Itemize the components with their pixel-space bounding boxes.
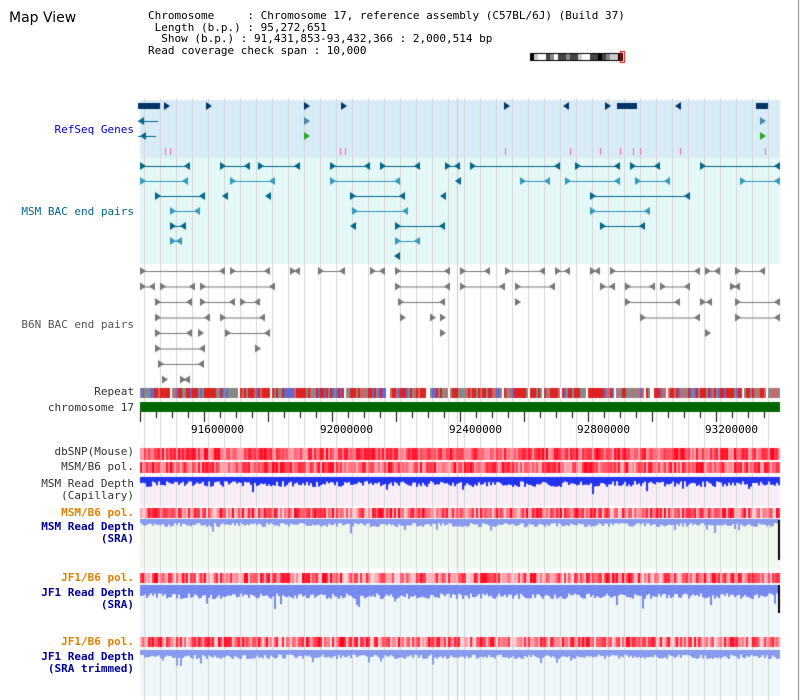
track-label-jf1-depth-trimmed-sub: (SRA trimmed)	[47, 662, 134, 675]
info-coverage-span: Read coverage check span : 10,000	[148, 43, 367, 57]
track-label-jf1-pol[interactable]: JF1/B6 pol.	[61, 571, 134, 584]
info-length: Length (b.p.) : 95,272,651	[148, 20, 327, 34]
track-label-jf1-depth-sra-sub: (SRA)	[100, 598, 134, 611]
track-label-jf1-depth-trimmed[interactable]: JF1 Read Depth	[41, 650, 134, 663]
track-label-msm-depth-sra-sub: (SRA)	[100, 532, 134, 545]
ruler-tick-label: 91600000	[191, 423, 244, 436]
info-show: Show (b.p.) : 91,431,853-93,432,366 : 2,…	[148, 32, 493, 45]
track-label-jf1-depth-sra[interactable]: JF1 Read Depth	[41, 586, 134, 599]
track-label-refseq[interactable]: RefSeq Genes	[54, 123, 134, 136]
track-label-msm-pol-2[interactable]: MSM/B6 pol.	[61, 506, 134, 519]
track-label-dbsnp[interactable]: dbSNP(Mouse)	[54, 445, 134, 458]
track-label-msm-depth-capillary[interactable]: MSM Read Depth	[41, 477, 134, 490]
page-title: Map View	[9, 10, 77, 26]
ruler-tick-label: 92800000	[577, 423, 630, 436]
ruler-tick-label: 92000000	[320, 423, 373, 436]
track-label-repeat[interactable]: Repeat	[94, 385, 134, 398]
track-label-msm-depth-capillary-sub: (Capillary)	[61, 489, 134, 502]
track-label-msm-depth-sra[interactable]: MSM Read Depth	[41, 520, 134, 533]
track-label-b6n-bac[interactable]: B6N BAC end pairs	[21, 318, 134, 331]
ruler-tick-label: 92400000	[449, 423, 502, 436]
chromosome-info: Chromosome : Chromosome 17, reference as…	[148, 10, 625, 56]
track-label-msm-pol[interactable]: MSM/B6 pol.	[61, 460, 134, 473]
track-label-chromosome[interactable]: chromosome 17	[47, 401, 134, 414]
track-label-jf1-pol-2[interactable]: JF1/B6 pol.	[61, 635, 134, 648]
ruler-tick-label: 93200000	[705, 423, 758, 436]
track-label-msm-bac[interactable]: MSM BAC end pairs	[21, 205, 134, 218]
info-chromosome: Chromosome : Chromosome 17, reference as…	[148, 9, 625, 22]
